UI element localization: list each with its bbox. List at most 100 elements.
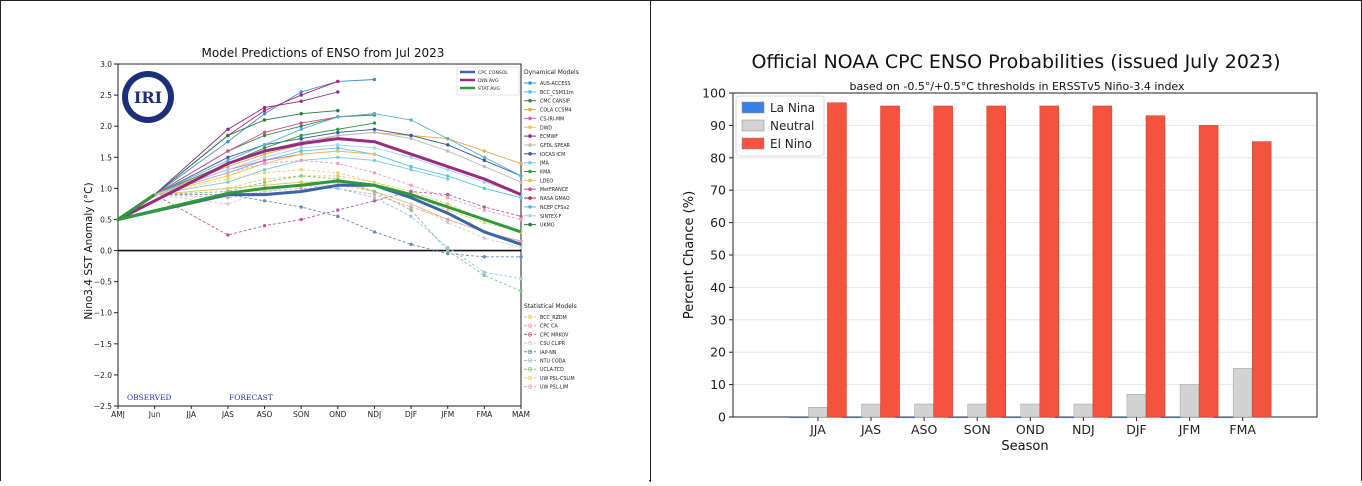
plume-point-cpc-ca <box>446 217 450 222</box>
plume-point-metfrance <box>262 130 267 135</box>
prob-x-axis-label: Season <box>1001 439 1048 454</box>
stat-legend-marker <box>527 384 533 389</box>
dyn-legend-label: KMA <box>540 170 551 176</box>
bar-neutral-ndj <box>1073 403 1094 418</box>
plume-y-tick-label: −1.0 <box>94 309 112 318</box>
plume-point-ntu-coda <box>372 195 377 200</box>
plume-point-sintex-f <box>299 146 303 150</box>
plume-point-ntu-coda <box>482 270 487 275</box>
plume-point-iap-nn <box>446 251 450 256</box>
plume-point-dwd <box>372 152 377 156</box>
plume-point-ucla-tcd <box>262 180 267 184</box>
plume-y-tick-label: −2.0 <box>94 371 112 380</box>
avg-legend-label: DYN AVG <box>478 78 499 84</box>
dyn-legend-label: LDEO <box>540 178 553 184</box>
plume-point-gfdl-spear <box>519 180 523 184</box>
prob-y-tick-label: 90 <box>710 118 726 133</box>
prob-y-tick-label: 100 <box>702 86 726 101</box>
dyn-legend-marker <box>528 196 532 200</box>
plume-point-ldeo <box>299 180 303 184</box>
plume-point-metfrance <box>226 149 230 153</box>
plume-point-iap-nn <box>409 242 413 247</box>
bar-el-nino-fma <box>1251 141 1272 418</box>
prob-x-tick-label: SON <box>964 422 991 437</box>
plume-point-iocas-icm <box>446 143 450 147</box>
prob-legend-label: Neutral <box>770 119 814 133</box>
enso-probability-chart: Official NOAA CPC ENSO Probabilities (is… <box>651 1 1361 482</box>
plume-y-tick-label: −2.5 <box>94 402 112 411</box>
plume-point-kma <box>299 133 303 138</box>
plume-point-ukmo <box>262 118 267 122</box>
bar-el-nino-ndj <box>1092 105 1113 418</box>
plume-point-uw-psl-cslim <box>482 220 487 225</box>
plume-y-tick-label: 0.5 <box>100 215 112 224</box>
plume-point-ucla-tcd <box>482 273 487 278</box>
plume-point-ucla-tcd <box>519 289 523 293</box>
prob-y-tick-label: 40 <box>710 280 726 295</box>
dyn-legend-marker <box>528 160 532 165</box>
plume-point-bcc-csm11m <box>519 195 523 200</box>
prob-y-tick-label: 0 <box>718 410 726 425</box>
prob-legend-swatch-la-nina <box>741 101 765 114</box>
prob-x-tick-label: FMA <box>1229 422 1256 437</box>
plume-point-gfdl-spear <box>336 133 340 138</box>
dyn-legend-label: CS-IRI-MM <box>540 116 564 122</box>
prob-y-tick-label: 70 <box>710 183 726 198</box>
plume-y-tick-label: −0.5 <box>94 278 112 287</box>
plume-point-cpc-ca <box>299 186 303 191</box>
dyn-legend-marker <box>528 187 532 191</box>
bar-neutral-son <box>967 403 987 418</box>
dyn-legend-label: ECMWF <box>540 134 558 140</box>
plume-line-bcc-rzdm <box>154 175 522 233</box>
bar-el-nino-aso <box>933 105 953 418</box>
plume-point-cs-iri-mm <box>262 158 267 163</box>
plume-line-uw-psl-cslim <box>154 169 522 233</box>
plume-line-ucla-tcd <box>154 175 522 292</box>
prob-title: Official NOAA CPC ENSO Probabilities (is… <box>751 51 1280 73</box>
stat-legend-marker <box>527 349 533 354</box>
plume-title: Model Predictions of ENSO from Jul 2023 <box>202 46 445 60</box>
plume-point-cpc-mrkov <box>482 205 487 209</box>
plume-point-iap-nn <box>262 199 267 203</box>
dyn-legend-marker <box>528 98 532 103</box>
plume-point-sintex-f <box>409 155 413 159</box>
plume-point-bcc-csm11m <box>299 149 303 153</box>
plume-point-jma <box>262 168 267 172</box>
dyn-legend-label: DWD <box>540 125 552 131</box>
plume-point-sintex-f <box>336 143 340 147</box>
dynamical-models-header: Dynamical Models <box>524 69 579 76</box>
plume-point-cpc-mrkov <box>519 214 523 219</box>
plume-line-iocas-icm <box>154 128 522 196</box>
plume-point-csu-clipr <box>519 245 523 250</box>
bar-el-nino-djf <box>1145 115 1166 418</box>
plume-point-bcc-rzdm <box>262 177 267 181</box>
plume-x-tick-label: JFM <box>440 410 454 419</box>
plume-point-ncep-cfsv2 <box>519 174 523 178</box>
plume-point-dwd <box>336 149 340 153</box>
dyn-legend-marker <box>528 107 532 112</box>
bar-neutral-ond <box>1020 403 1041 418</box>
plume-point-uw-psl-cslim <box>262 171 267 175</box>
plume-point-uw-psl-cslim <box>226 177 230 181</box>
plume-point-uw-psl-cslim <box>299 168 303 172</box>
plume-y-axis-label: Nino3.4 SST Anomaly (°C) <box>83 182 95 319</box>
stat-legend-marker <box>527 314 533 320</box>
plume-point-ukmo <box>299 112 303 116</box>
plume-line-sintex-f <box>154 144 522 196</box>
plume-point-iocas-icm <box>482 158 487 163</box>
plume-line-ncep-cfsv2 <box>154 113 522 196</box>
stat-legend-marker <box>527 358 533 363</box>
stat-legend-marker <box>527 332 533 337</box>
plume-x-tick-label: FMA <box>476 410 493 419</box>
plume-point-cpc-mrkov <box>262 223 267 228</box>
dyn-legend-label: UKMO <box>540 223 555 229</box>
plume-point-jma <box>372 158 377 163</box>
dyn-legend-marker <box>528 213 532 218</box>
dyn-legend-label: SINTEX-F <box>540 214 562 220</box>
bar-la-nina-ndj <box>1054 416 1075 419</box>
bar-la-nina-jas <box>842 416 862 419</box>
plume-y-tick-label: 3.0 <box>100 60 112 69</box>
prob-x-tick-label: NDJ <box>1072 422 1095 437</box>
plume-point-ntu-coda <box>409 214 413 219</box>
plume-y-tick-label: 2.5 <box>100 91 112 100</box>
